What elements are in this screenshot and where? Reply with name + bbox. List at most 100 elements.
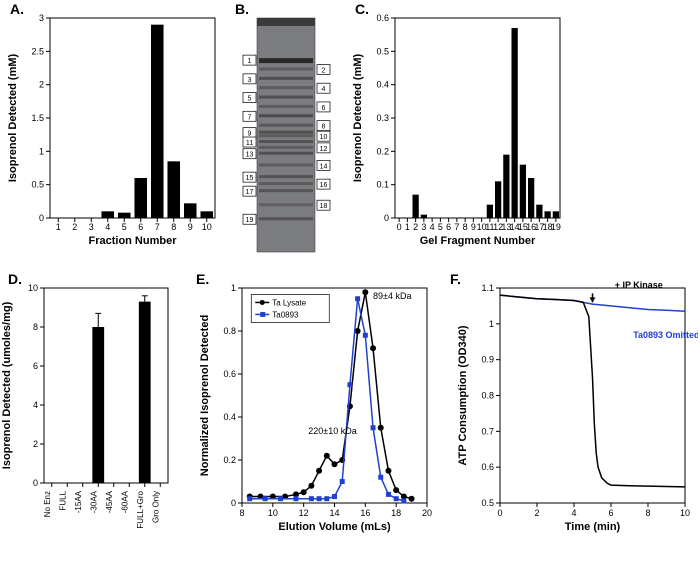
svg-text:0: 0 <box>397 222 402 232</box>
svg-text:ATP Consumption (OD340): ATP Consumption (OD340) <box>457 325 469 465</box>
svg-text:17: 17 <box>246 189 254 196</box>
svg-text:Ta Lysate: Ta Lysate <box>272 298 306 307</box>
svg-text:12: 12 <box>320 146 328 153</box>
svg-text:6: 6 <box>446 222 451 232</box>
svg-text:220±10 kDa: 220±10 kDa <box>308 426 356 436</box>
svg-text:Ta0893: Ta0893 <box>272 310 299 319</box>
svg-text:No Enz: No Enz <box>43 491 52 517</box>
svg-text:1.5: 1.5 <box>31 113 44 123</box>
svg-text:2: 2 <box>534 508 539 518</box>
svg-text:6: 6 <box>608 508 613 518</box>
panel-b-label: B. <box>235 1 249 17</box>
svg-text:3: 3 <box>248 77 252 84</box>
svg-text:2: 2 <box>322 67 326 74</box>
svg-text:0.2: 0.2 <box>376 146 389 156</box>
svg-text:4: 4 <box>430 222 435 232</box>
svg-text:9: 9 <box>471 222 476 232</box>
svg-text:0.5: 0.5 <box>31 180 44 190</box>
svg-text:7: 7 <box>454 222 459 232</box>
svg-text:20: 20 <box>422 508 432 518</box>
svg-text:19: 19 <box>246 217 254 224</box>
svg-text:10: 10 <box>268 508 278 518</box>
svg-text:Time (min): Time (min) <box>565 521 621 533</box>
svg-text:2: 2 <box>413 222 418 232</box>
svg-text:-60AA: -60AA <box>120 490 129 513</box>
svg-text:16: 16 <box>320 182 328 189</box>
svg-text:4: 4 <box>105 222 110 232</box>
svg-text:18: 18 <box>391 508 401 518</box>
panel-e-label: E. <box>196 271 209 287</box>
svg-text:-45AA: -45AA <box>105 490 114 513</box>
panel-a: A. 00.511.522.53Isoprenol Detected (mM)1… <box>0 0 230 260</box>
svg-text:FULL+Gro: FULL+Gro <box>136 490 145 528</box>
svg-text:0: 0 <box>497 508 502 518</box>
panel-f: F. 02468100.50.60.70.80.911.1ATP Consump… <box>450 270 698 550</box>
svg-text:Fraction Number: Fraction Number <box>88 235 177 247</box>
svg-text:8: 8 <box>645 508 650 518</box>
svg-text:1: 1 <box>231 283 236 293</box>
svg-text:7: 7 <box>248 114 252 121</box>
svg-text:0: 0 <box>384 213 389 223</box>
svg-text:5: 5 <box>122 222 127 232</box>
svg-text:Isoprenol Detected (mM): Isoprenol Detected (mM) <box>7 53 19 182</box>
svg-text:8: 8 <box>322 124 326 131</box>
svg-text:1: 1 <box>489 319 494 329</box>
svg-text:1: 1 <box>248 58 252 65</box>
svg-text:9: 9 <box>248 131 252 138</box>
panel-f-label: F. <box>450 271 461 287</box>
svg-text:0.6: 0.6 <box>376 13 389 23</box>
panel-c: C. 00.10.20.30.40.50.6Isoprenol Detected… <box>345 0 575 260</box>
svg-text:14: 14 <box>320 163 328 170</box>
svg-text:Ta0893 Omitted: Ta0893 Omitted <box>633 330 698 340</box>
svg-text:6: 6 <box>138 222 143 232</box>
svg-text:2: 2 <box>39 80 44 90</box>
svg-text:1: 1 <box>405 222 410 232</box>
panel-b: B. 12345678910111213141516171819 <box>235 0 335 260</box>
svg-text:10: 10 <box>28 283 38 293</box>
svg-text:2.5: 2.5 <box>31 46 44 56</box>
svg-text:0.9: 0.9 <box>481 355 494 365</box>
svg-text:0.1: 0.1 <box>376 180 389 190</box>
svg-text:3: 3 <box>421 222 426 232</box>
svg-text:3: 3 <box>89 222 94 232</box>
svg-text:10: 10 <box>680 508 690 518</box>
svg-text:89±4 kDa: 89±4 kDa <box>373 291 411 301</box>
svg-text:4: 4 <box>33 400 38 410</box>
svg-text:8: 8 <box>171 222 176 232</box>
svg-text:0.4: 0.4 <box>223 412 236 422</box>
svg-text:-15AA: -15AA <box>74 490 83 513</box>
svg-text:2: 2 <box>72 222 77 232</box>
svg-text:10: 10 <box>320 134 328 141</box>
svg-text:0: 0 <box>33 478 38 488</box>
svg-text:Normalized Isoprenol Detected: Normalized Isoprenol Detected <box>199 315 211 476</box>
svg-text:14: 14 <box>329 508 339 518</box>
svg-text:0: 0 <box>231 498 236 508</box>
svg-text:0: 0 <box>39 213 44 223</box>
svg-text:8: 8 <box>239 508 244 518</box>
svg-text:6: 6 <box>33 361 38 371</box>
svg-text:4: 4 <box>322 86 326 93</box>
svg-text:7: 7 <box>155 222 160 232</box>
svg-text:0.4: 0.4 <box>376 80 389 90</box>
svg-text:1.1: 1.1 <box>481 283 494 293</box>
svg-text:9: 9 <box>188 222 193 232</box>
svg-text:16: 16 <box>360 508 370 518</box>
svg-text:18: 18 <box>320 203 328 210</box>
svg-text:6: 6 <box>322 105 326 112</box>
svg-text:1: 1 <box>39 146 44 156</box>
svg-text:12: 12 <box>299 508 309 518</box>
panel-a-label: A. <box>10 1 24 17</box>
svg-text:-30AA: -30AA <box>89 490 98 513</box>
svg-text:Gel Fragment Number: Gel Fragment Number <box>420 235 536 247</box>
svg-text:0.2: 0.2 <box>223 455 236 465</box>
svg-text:8: 8 <box>463 222 468 232</box>
svg-text:15: 15 <box>246 175 254 182</box>
svg-text:11: 11 <box>246 140 253 147</box>
svg-text:0.5: 0.5 <box>481 498 494 508</box>
svg-text:FULL: FULL <box>58 490 67 510</box>
svg-text:5: 5 <box>248 96 252 103</box>
svg-text:4: 4 <box>571 508 576 518</box>
svg-text:Gro Only: Gro Only <box>151 491 160 523</box>
panel-c-label: C. <box>355 1 369 17</box>
svg-text:3: 3 <box>39 13 44 23</box>
